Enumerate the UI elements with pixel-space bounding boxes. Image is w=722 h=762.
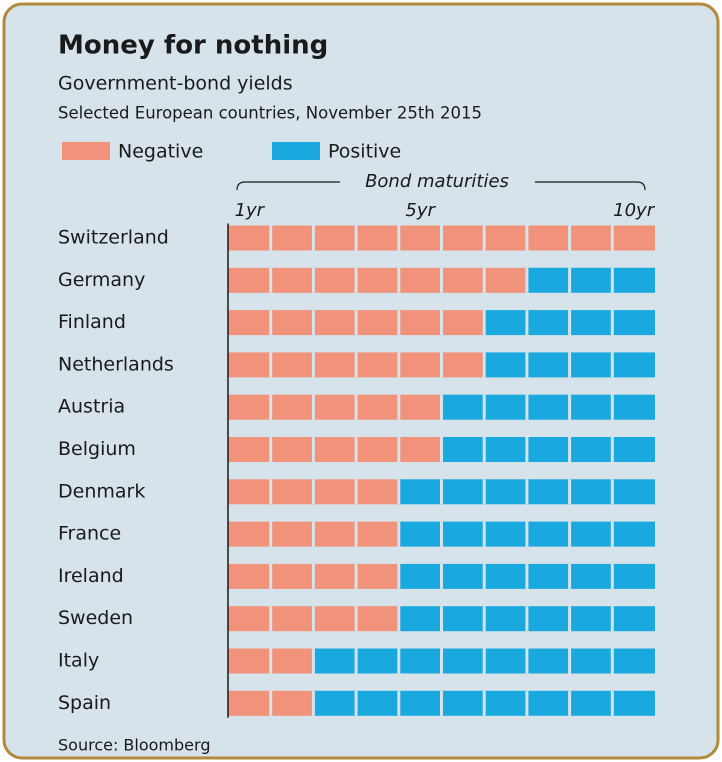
legend-label: Positive	[328, 141, 401, 163]
x-axis-label: Bond maturities	[365, 171, 509, 192]
x-tick-label: 1yr	[235, 200, 266, 221]
category-label: Ireland	[58, 565, 124, 587]
bar-segment	[228, 437, 442, 462]
x-tick-label: 5yr	[405, 200, 436, 221]
category-label: Germany	[58, 269, 145, 291]
bar-segment	[441, 394, 655, 420]
bar-segment	[228, 267, 527, 293]
legend-swatch	[62, 142, 110, 160]
chart-subtitle: Selected European countries, November 25…	[58, 104, 482, 123]
chart-title: Money for nothing	[58, 31, 328, 61]
category-label: Belgium	[58, 438, 136, 460]
category-label: Finland	[58, 311, 126, 333]
category-label: Denmark	[58, 480, 145, 502]
category-label: France	[58, 523, 121, 545]
chart-subtitle: Government-bond yields	[58, 73, 293, 95]
legend-label: Negative	[118, 141, 203, 163]
axis-bracket	[236, 181, 646, 191]
category-label: Italy	[58, 650, 99, 672]
bar-segment	[228, 394, 442, 420]
category-label: Switzerland	[58, 227, 169, 249]
category-label: Netherlands	[58, 353, 174, 375]
legend-swatch	[272, 142, 320, 160]
bar-segment	[441, 437, 655, 462]
category-label: Spain	[58, 692, 111, 714]
category-label: Sweden	[58, 607, 133, 629]
bar-segment	[526, 267, 655, 293]
category-label: Austria	[58, 396, 125, 418]
source: Source: Bloomberg	[58, 736, 210, 755]
x-tick-label: 10yr	[613, 200, 656, 221]
